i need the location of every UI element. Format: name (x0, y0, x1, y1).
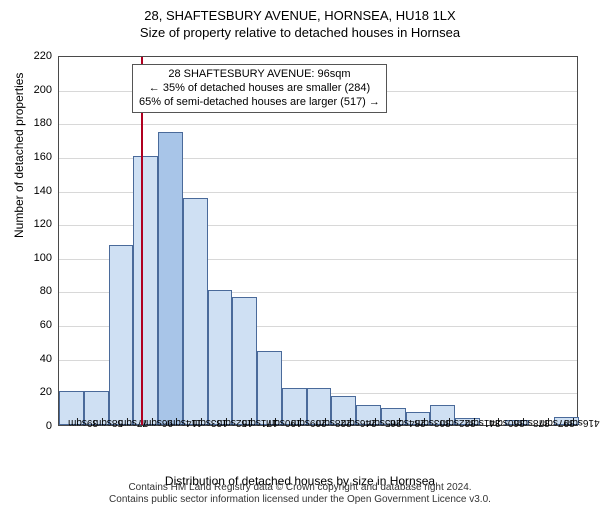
y-axis-label: Number of detached properties (12, 73, 26, 238)
y-tick-label: 20 (40, 386, 52, 398)
y-tick-label: 0 (46, 420, 52, 432)
histogram-bar (208, 290, 233, 425)
y-tick-label: 80 (40, 285, 52, 297)
footer-line1: Contains HM Land Registry data © Crown c… (0, 482, 600, 494)
histogram-bar (257, 351, 282, 425)
annotation-line1: 28 SHAFTESBURY AVENUE: 96sqm (139, 68, 380, 82)
footer-attribution: Contains HM Land Registry data © Crown c… (0, 482, 600, 506)
histogram-bar (183, 198, 208, 425)
histogram-bar (133, 156, 158, 425)
annotation-line3: 65% of semi-detached houses are larger (… (139, 96, 380, 110)
footer-line2: Contains public sector information licen… (0, 494, 600, 506)
annotation-box: 28 SHAFTESBURY AVENUE: 96sqm ← 35% of de… (132, 64, 387, 113)
histogram-bar (109, 245, 134, 425)
y-tick-label: 120 (34, 218, 52, 230)
y-tick-label: 100 (34, 252, 52, 264)
y-tick-label: 200 (34, 84, 52, 96)
histogram-bar (158, 132, 183, 425)
chart-area: 28 SHAFTESBURY AVENUE: 96sqm ← 35% of de… (58, 56, 578, 426)
y-tick-label: 140 (34, 185, 52, 197)
y-tick-label: 180 (34, 117, 52, 129)
annotation-line2: ← 35% of detached houses are smaller (28… (139, 82, 380, 96)
grid-line (59, 124, 577, 125)
histogram-bar (232, 297, 257, 425)
chart-subtitle: Size of property relative to detached ho… (0, 25, 600, 40)
y-tick-label: 160 (34, 151, 52, 163)
y-tick-label: 220 (34, 50, 52, 62)
y-tick-label: 60 (40, 319, 52, 331)
address-title: 28, SHAFTESBURY AVENUE, HORNSEA, HU18 1L… (0, 8, 600, 23)
y-tick-label: 40 (40, 353, 52, 365)
